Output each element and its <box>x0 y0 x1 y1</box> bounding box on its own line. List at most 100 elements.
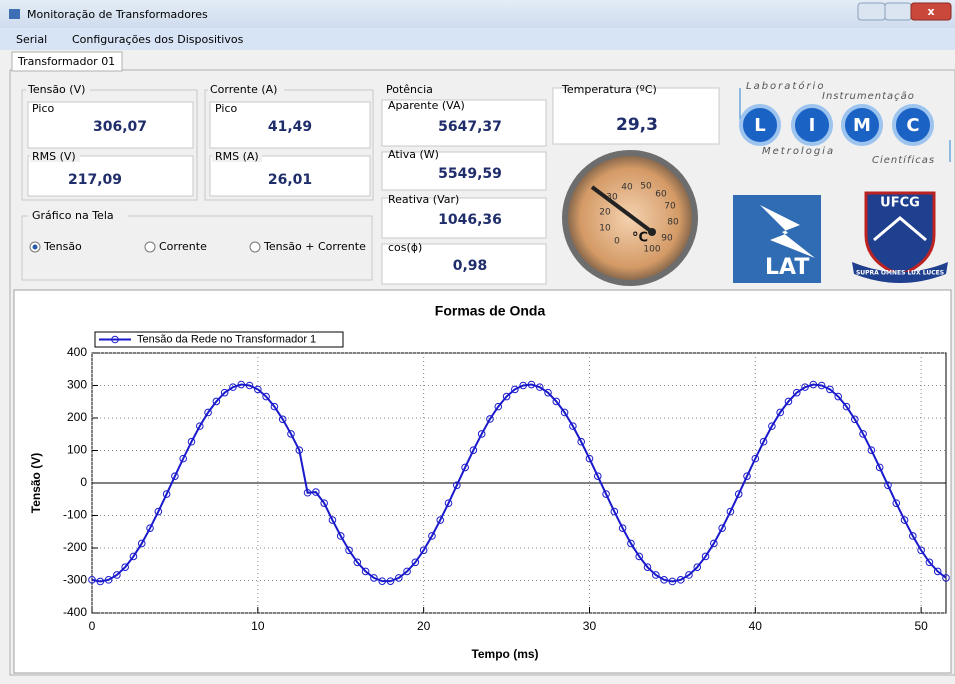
gauge-tick-label: 20 <box>599 208 611 218</box>
data-point <box>477 430 486 438</box>
data-point <box>917 546 925 555</box>
radio-label[interactable]: Tensão <box>43 240 82 253</box>
logo-letter: L <box>754 115 765 136</box>
data-point <box>660 576 668 584</box>
data-point <box>693 563 702 571</box>
group-label: Gráfico na Tela <box>32 209 114 222</box>
y-tick-label: 0 <box>80 475 87 489</box>
y-tick-label: -400 <box>63 605 87 619</box>
data-point <box>245 381 254 390</box>
menu-item[interactable]: Configurações dos Dispositivos <box>72 33 244 46</box>
title-bar <box>0 0 955 28</box>
value: 26,01 <box>268 172 312 188</box>
field-gap <box>212 150 262 162</box>
legend-box <box>94 331 344 348</box>
data-point <box>96 577 105 586</box>
data-point <box>212 397 221 406</box>
ufcg-motto: SUPRA OMNES LUX LUCES <box>856 270 944 277</box>
gauge-tick-label: 40 <box>621 183 633 193</box>
group-box <box>21 89 198 201</box>
gauge-tick-label: 30 <box>606 193 618 203</box>
data-point <box>826 385 834 394</box>
logo-circle <box>841 104 883 146</box>
data-point <box>726 507 735 516</box>
data-point <box>154 507 163 516</box>
legend-marker <box>111 335 119 344</box>
logo-letter: I <box>809 115 816 136</box>
value: 41,49 <box>268 119 312 135</box>
value-box <box>552 87 720 145</box>
radio-label[interactable]: Tensão + Corrente <box>263 240 366 253</box>
chart: Formas de Onda Tempo (ms) Tensão (V) -40… <box>29 303 950 661</box>
data-point <box>320 499 328 507</box>
group-label: Tensão (V) <box>27 83 85 96</box>
ufcg-emblem <box>873 216 927 242</box>
field-label: RMS (V) <box>32 150 76 163</box>
data-point <box>676 576 685 584</box>
data-point <box>751 454 760 463</box>
data-point <box>925 558 934 567</box>
logo-circle <box>739 104 781 146</box>
window-title: Monitoração de Transformadores <box>27 8 208 21</box>
tab-label[interactable]: Transformador 01 <box>17 55 115 68</box>
value-box <box>209 101 371 149</box>
y-tick-label: 200 <box>67 410 87 424</box>
data-point <box>577 437 585 446</box>
radio-label[interactable]: Corrente <box>159 240 207 253</box>
data-point <box>784 397 793 406</box>
group-gap <box>208 84 284 96</box>
y-tick-label: -300 <box>63 573 87 587</box>
value: 306,07 <box>93 119 147 135</box>
data-point <box>552 397 561 406</box>
app-icon <box>9 9 20 19</box>
field-label: Ativa (W) <box>388 148 439 161</box>
data-point <box>710 539 718 548</box>
data-point <box>229 383 237 391</box>
data-point <box>776 408 784 417</box>
data-point <box>444 499 453 507</box>
data-point <box>668 577 677 586</box>
group-box <box>204 89 374 201</box>
gauge-needle <box>590 185 654 234</box>
radio-button[interactable] <box>144 241 156 253</box>
data-point <box>701 552 710 561</box>
close-button[interactable] <box>910 2 952 21</box>
ufcg-text: UFCG <box>880 196 920 211</box>
legend-label: Tensão da Rede no Transformador 1 <box>137 333 316 345</box>
radio-button[interactable] <box>249 241 261 253</box>
data-point <box>627 539 635 548</box>
value-box <box>27 155 194 197</box>
tab[interactable] <box>11 51 123 72</box>
y-tick-label: 100 <box>67 443 87 457</box>
x-tick-label: 50 <box>914 619 928 633</box>
value: 1046,36 <box>438 212 502 228</box>
maximize-button[interactable] <box>884 2 912 21</box>
group-gap <box>26 84 90 96</box>
data-point <box>643 563 652 571</box>
data-point <box>734 490 743 498</box>
minimize-button[interactable] <box>857 2 886 21</box>
gauge-tick-label: 10 <box>599 224 611 234</box>
data-point <box>867 446 876 454</box>
chart-title: Formas de Onda <box>435 303 546 319</box>
data-point <box>519 381 527 390</box>
data-point <box>569 422 577 430</box>
data-point <box>635 552 644 561</box>
x-tick-label: 40 <box>749 619 763 633</box>
data-point <box>486 415 494 423</box>
value-box <box>27 101 194 149</box>
data-point <box>129 552 138 561</box>
gauge-tick-label: 100 <box>643 245 660 255</box>
data-point <box>900 516 909 524</box>
data-point <box>179 454 188 463</box>
group-box <box>21 215 373 281</box>
data-point <box>535 383 544 391</box>
data-point <box>171 472 179 480</box>
data-point <box>792 388 801 397</box>
y-axis-label: Tensão (V) <box>29 453 43 513</box>
data-point <box>113 571 121 579</box>
data-point <box>220 388 229 397</box>
menu-item[interactable]: Serial <box>16 33 47 46</box>
